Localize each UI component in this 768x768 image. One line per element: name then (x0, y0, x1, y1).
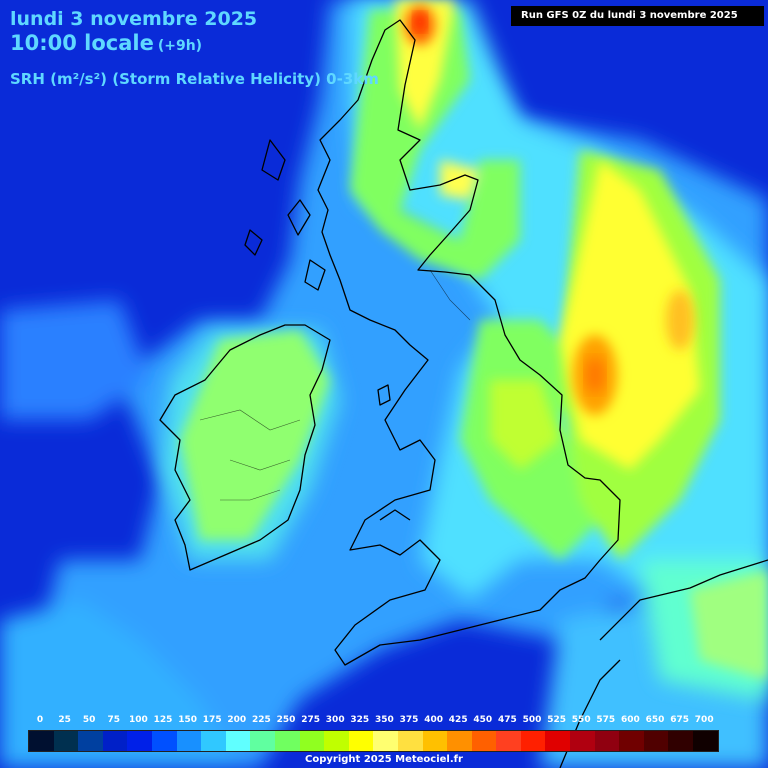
legend-labels: 0 25 50 75 100 125 150 175 200 225 250 275 300 325 350… (28, 715, 741, 727)
legend-label: 125 (153, 715, 173, 725)
legend-swatch (668, 731, 694, 751)
legend-swatch (397, 731, 423, 751)
legend-swatch (643, 731, 669, 751)
legend-swatch (29, 731, 54, 751)
legend-label: 275 (301, 715, 320, 725)
legend-label: 400 (424, 715, 443, 725)
legend-swatch (299, 731, 325, 751)
legend-label: 675 (670, 715, 689, 725)
legend-label: 250 (276, 715, 296, 725)
legend-swatch (127, 731, 152, 751)
legend-swatch (250, 731, 275, 751)
legend-label: 500 (522, 715, 542, 725)
legend-label: 75 (107, 715, 121, 725)
legend-swatch (348, 731, 374, 751)
legend-swatch (78, 731, 103, 751)
legend-label: 600 (620, 715, 640, 725)
legend-swatch (496, 731, 521, 751)
legend-swatch (225, 731, 251, 751)
legend-label: 450 (473, 715, 493, 725)
legend-swatch (693, 731, 718, 751)
legend-swatch (102, 731, 128, 751)
legend-swatch (545, 731, 571, 751)
legend-label: 475 (497, 715, 517, 725)
legend-swatch (471, 731, 497, 751)
legend-swatch (274, 731, 300, 751)
legend-swatch (619, 731, 644, 751)
legend-swatch (594, 731, 620, 751)
legend-label: 300 (325, 715, 345, 725)
lead-time: (+9h) (157, 38, 203, 54)
legend-label: 650 (645, 715, 665, 725)
legend-colorbar (28, 730, 719, 752)
legend-label: 225 (251, 715, 271, 725)
parameter-title: SRH (m²/s²) (Storm Relative Helicity) 0-… (10, 70, 379, 88)
legend-swatch (53, 731, 79, 751)
legend-swatch (447, 731, 472, 751)
legend-label: 425 (448, 715, 468, 725)
legend-label: 350 (374, 715, 394, 725)
legend-label: 550 (571, 715, 591, 725)
legend-label: 325 (350, 715, 370, 725)
legend-label: 200 (227, 715, 247, 725)
date-title: lundi 3 novembre 2025 (10, 8, 258, 30)
legend-swatch (422, 731, 448, 751)
legend-label: 50 (82, 715, 96, 725)
legend-label: 700 (694, 715, 714, 725)
copyright-text: Copyright 2025 Meteociel.fr (305, 754, 463, 765)
legend-label: 25 (58, 715, 71, 725)
legend-swatch (520, 731, 546, 751)
legend-swatch (570, 731, 595, 751)
legend-label: 100 (128, 715, 148, 725)
legend-swatch (324, 731, 349, 751)
legend-label: 0 (36, 715, 44, 725)
legend-label: 525 (547, 715, 566, 725)
legend-label: 375 (399, 715, 419, 725)
legend-label: 575 (596, 715, 616, 725)
run-info: Run GFS 0Z du lundi 3 novembre 2025 (511, 6, 764, 26)
legend-label: 175 (202, 715, 222, 725)
legend-label: 150 (178, 715, 197, 725)
local-time: 10:00 locale (10, 31, 154, 55)
legend-swatch (176, 731, 202, 751)
legend-swatch (201, 731, 226, 751)
legend-swatch (373, 731, 398, 751)
time-title: 10:00 locale (+9h) (10, 31, 202, 55)
legend-swatch (151, 731, 177, 751)
